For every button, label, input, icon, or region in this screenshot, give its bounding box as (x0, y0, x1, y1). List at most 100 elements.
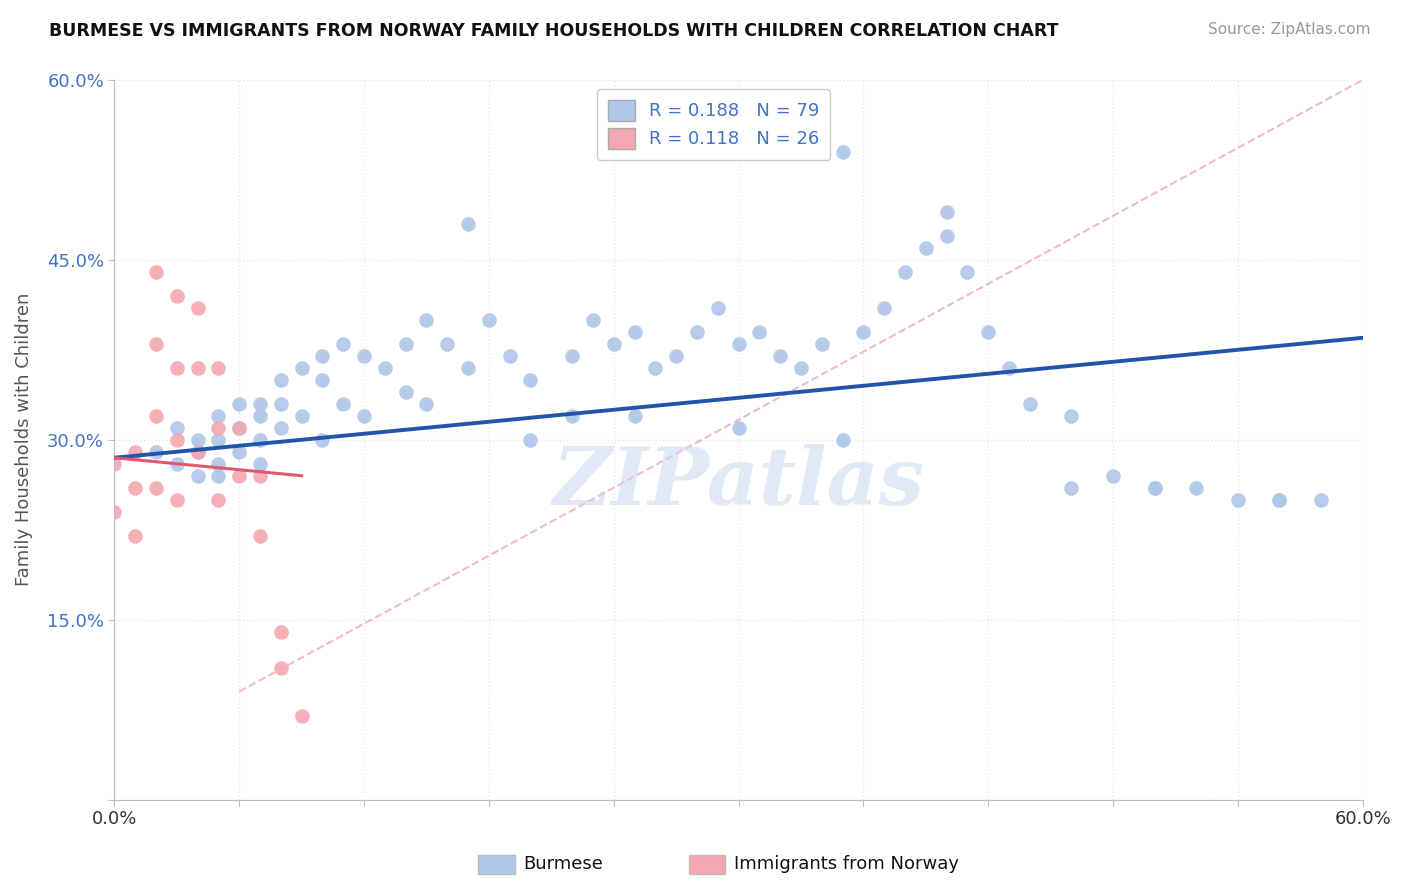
Point (207, 433, 229, 447)
Point (935, 205, 957, 219)
Point (207, 421, 229, 435)
Point (166, 457, 188, 471)
Point (623, 325, 645, 339)
Point (499, 349, 522, 363)
Point (706, 301, 728, 315)
Point (270, 373, 292, 387)
Point (249, 457, 271, 471)
Point (561, 409, 583, 423)
Point (1185, 481, 1208, 495)
Point (332, 397, 354, 411)
Point (956, 265, 979, 279)
Point (207, 409, 229, 423)
Point (291, 409, 314, 423)
Point (291, 708, 314, 723)
Point (686, 325, 709, 339)
Point (457, 360, 479, 375)
Point (207, 468, 229, 483)
Point (998, 360, 1021, 375)
Point (249, 468, 271, 483)
Point (436, 336, 458, 351)
Point (124, 444, 146, 458)
Point (831, 145, 853, 159)
Point (1268, 492, 1291, 507)
Point (187, 360, 209, 375)
Point (270, 660, 292, 674)
Point (228, 397, 250, 411)
Point (353, 349, 375, 363)
Point (187, 444, 209, 458)
Point (748, 325, 770, 339)
Point (873, 301, 896, 315)
Point (187, 468, 209, 483)
Legend: R = 0.188   N = 79, R = 0.118   N = 26: R = 0.188 N = 79, R = 0.118 N = 26 (596, 89, 831, 160)
Point (790, 360, 813, 375)
Point (207, 360, 229, 375)
Point (374, 360, 396, 375)
Point (395, 384, 418, 399)
Point (519, 373, 541, 387)
Point (1060, 481, 1083, 495)
Point (166, 433, 188, 447)
Point (291, 360, 314, 375)
Point (207, 457, 229, 471)
Point (145, 336, 167, 351)
Point (1102, 468, 1125, 483)
Point (727, 421, 749, 435)
Point (270, 624, 292, 639)
Point (166, 492, 188, 507)
Y-axis label: Family Households with Children: Family Households with Children (15, 293, 32, 586)
Point (1018, 397, 1040, 411)
Point (415, 313, 437, 327)
Point (166, 289, 188, 303)
Point (311, 349, 333, 363)
Point (187, 301, 209, 315)
Point (270, 397, 292, 411)
Point (353, 409, 375, 423)
Point (249, 529, 271, 543)
Point (644, 360, 666, 375)
Point (166, 421, 188, 435)
Point (145, 265, 167, 279)
Point (145, 409, 167, 423)
Point (1060, 409, 1083, 423)
Text: Burmese: Burmese (523, 855, 603, 873)
Point (457, 217, 479, 231)
Point (166, 360, 188, 375)
Point (228, 468, 250, 483)
Point (311, 433, 333, 447)
Point (1310, 492, 1333, 507)
Point (145, 444, 167, 458)
Point (1143, 481, 1166, 495)
Point (415, 397, 437, 411)
Point (1268, 492, 1291, 507)
Point (249, 397, 271, 411)
Point (228, 444, 250, 458)
Point (228, 421, 250, 435)
Point (914, 241, 936, 255)
Point (977, 325, 1000, 339)
Point (124, 529, 146, 543)
Point (187, 444, 209, 458)
Point (103, 457, 125, 471)
Point (187, 433, 209, 447)
Point (769, 349, 792, 363)
Point (602, 336, 624, 351)
Point (852, 325, 875, 339)
Point (270, 421, 292, 435)
Point (727, 336, 749, 351)
Point (249, 433, 271, 447)
Point (1226, 492, 1249, 507)
Point (831, 433, 853, 447)
Point (478, 313, 501, 327)
Point (894, 265, 917, 279)
Point (1143, 481, 1166, 495)
Point (623, 409, 645, 423)
Point (103, 505, 125, 519)
Point (332, 336, 354, 351)
Point (561, 349, 583, 363)
Text: Source: ZipAtlas.com: Source: ZipAtlas.com (1208, 22, 1371, 37)
Point (582, 313, 605, 327)
Point (519, 433, 541, 447)
Point (249, 409, 271, 423)
